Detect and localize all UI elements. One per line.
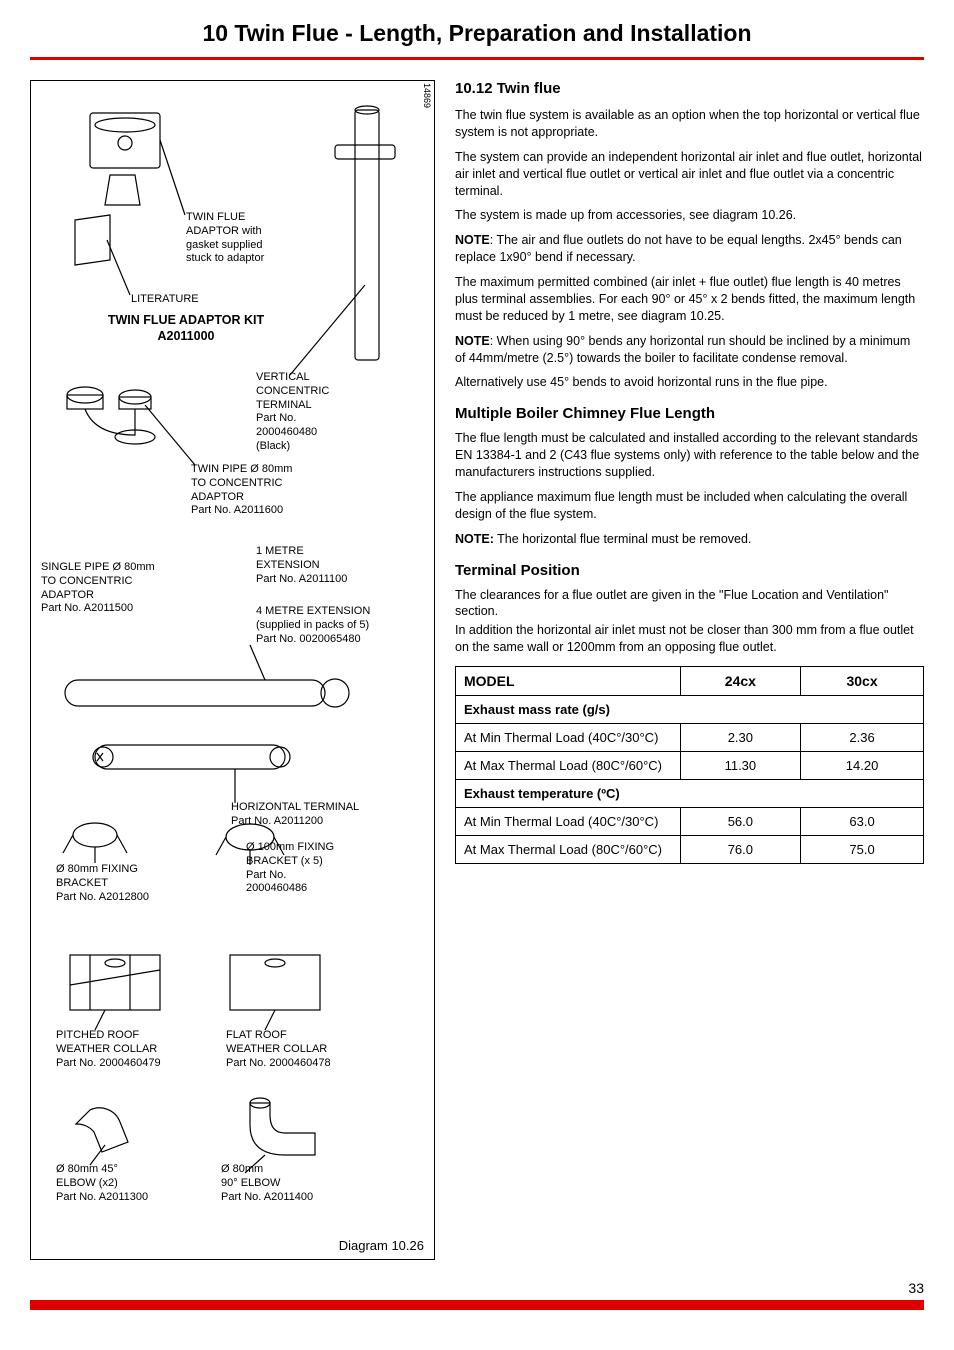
label-horizontal-terminal: HORIZONTAL TERMINAL Part No. A2011200 (231, 801, 359, 829)
note: NOTE (455, 334, 490, 348)
footer-bar (30, 1300, 924, 1310)
sub-exhaust-temp: Exhaust temperature (ºC) (456, 780, 924, 808)
heading-multiple-boiler: Multiple Boiler Chimney Flue Length (455, 405, 924, 422)
label-twin-flue-adaptor: TWIN FLUE ADAPTOR with gasket supplied s… (186, 211, 264, 266)
para-text: The horizontal flue terminal must be rem… (494, 532, 752, 546)
para: In addition the horizontal air inlet mus… (455, 622, 924, 656)
cell-value: 2.30 (680, 724, 800, 752)
cell-label: At Max Thermal Load (80C°/60°C) (456, 836, 681, 864)
heading-10-12: 10.12 Twin flue (455, 80, 924, 97)
label-pitched-roof: PITCHED ROOF WEATHER COLLAR Part No. 200… (56, 1029, 161, 1070)
heading-terminal-position: Terminal Position (455, 562, 924, 579)
para: NOTE: When using 90° bends any horizonta… (455, 333, 924, 367)
cell-value: 56.0 (680, 808, 800, 836)
para: The system can provide an independent ho… (455, 149, 924, 200)
kit-title-2: A2011000 (71, 329, 301, 345)
cell-value: 75.0 (801, 836, 924, 864)
diagram-panel: 14869 (30, 80, 435, 1260)
cell-value: 11.30 (680, 752, 800, 780)
cell-value: 14.20 (801, 752, 924, 780)
label-bracket-80: Ø 80mm FIXING BRACKET Part No. A2012800 (56, 863, 149, 904)
para: Alternatively use 45° bends to avoid hor… (455, 374, 924, 391)
cell-value: 63.0 (801, 808, 924, 836)
cell-value: 76.0 (680, 836, 800, 864)
para: The system is made up from accessories, … (455, 207, 924, 224)
para: The twin flue system is available as an … (455, 107, 924, 141)
label-flat-roof: FLAT ROOF WEATHER COLLAR Part No. 200046… (226, 1029, 331, 1070)
para: The maximum permitted combined (air inle… (455, 274, 924, 325)
para: The clearances for a flue outlet are giv… (455, 587, 924, 621)
text-column: 10.12 Twin flue The twin flue system is … (455, 80, 924, 1260)
sub-exhaust-mass: Exhaust mass rate (g/s) (456, 696, 924, 724)
para: NOTE: The air and flue outlets do not ha… (455, 232, 924, 266)
th-30cx: 30cx (801, 667, 924, 696)
note: NOTE (455, 233, 490, 247)
th-24cx: 24cx (680, 667, 800, 696)
page-number: 33 (30, 1280, 924, 1296)
label-4m-extension: 4 METRE EXTENSION (supplied in packs of … (256, 605, 370, 646)
para-text: : When using 90° bends any horizontal ru… (455, 334, 910, 365)
cell-label: At Min Thermal Load (40C°/30°C) (456, 808, 681, 836)
diagram-caption: Diagram 10.26 (339, 1238, 424, 1253)
para: NOTE: The horizontal flue terminal must … (455, 531, 924, 548)
label-twin-pipe-adaptor: TWIN PIPE Ø 80mm TO CONCENTRIC ADAPTOR P… (191, 463, 292, 518)
label-bracket-100: Ø 100mm FIXING BRACKET (x 5) Part No. 20… (246, 841, 334, 896)
label-single-pipe-adaptor: SINGLE PIPE Ø 80mm TO CONCENTRIC ADAPTOR… (41, 561, 155, 616)
label-elbow-90: Ø 80mm 90° ELBOW Part No. A2011400 (221, 1163, 313, 1204)
cell-label: At Max Thermal Load (80C°/60°C) (456, 752, 681, 780)
label-literature: LITERATURE (131, 293, 199, 307)
content-columns: 14869 (30, 80, 924, 1260)
cell-label: At Min Thermal Load (40C°/30°C) (456, 724, 681, 752)
para: The appliance maximum flue length must b… (455, 489, 924, 523)
para-text: : The air and flue outlets do not have t… (455, 233, 902, 264)
kit-title-1: TWIN FLUE ADAPTOR KIT (71, 313, 301, 329)
para: The flue length must be calculated and i… (455, 430, 924, 481)
note: NOTE: (455, 532, 494, 546)
spec-table: MODEL 24cx 30cx Exhaust mass rate (g/s) … (455, 666, 924, 864)
th-model: MODEL (456, 667, 681, 696)
label-vertical-terminal: VERTICAL CONCENTRIC TERMINAL Part No. 20… (256, 371, 329, 454)
label-1m-extension: 1 METRE EXTENSION Part No. A2011100 (256, 545, 347, 586)
cell-value: 2.36 (801, 724, 924, 752)
page-title: 10 Twin Flue - Length, Preparation and I… (30, 20, 924, 60)
label-elbow-45: Ø 80mm 45° ELBOW (x2) Part No. A2011300 (56, 1163, 148, 1204)
